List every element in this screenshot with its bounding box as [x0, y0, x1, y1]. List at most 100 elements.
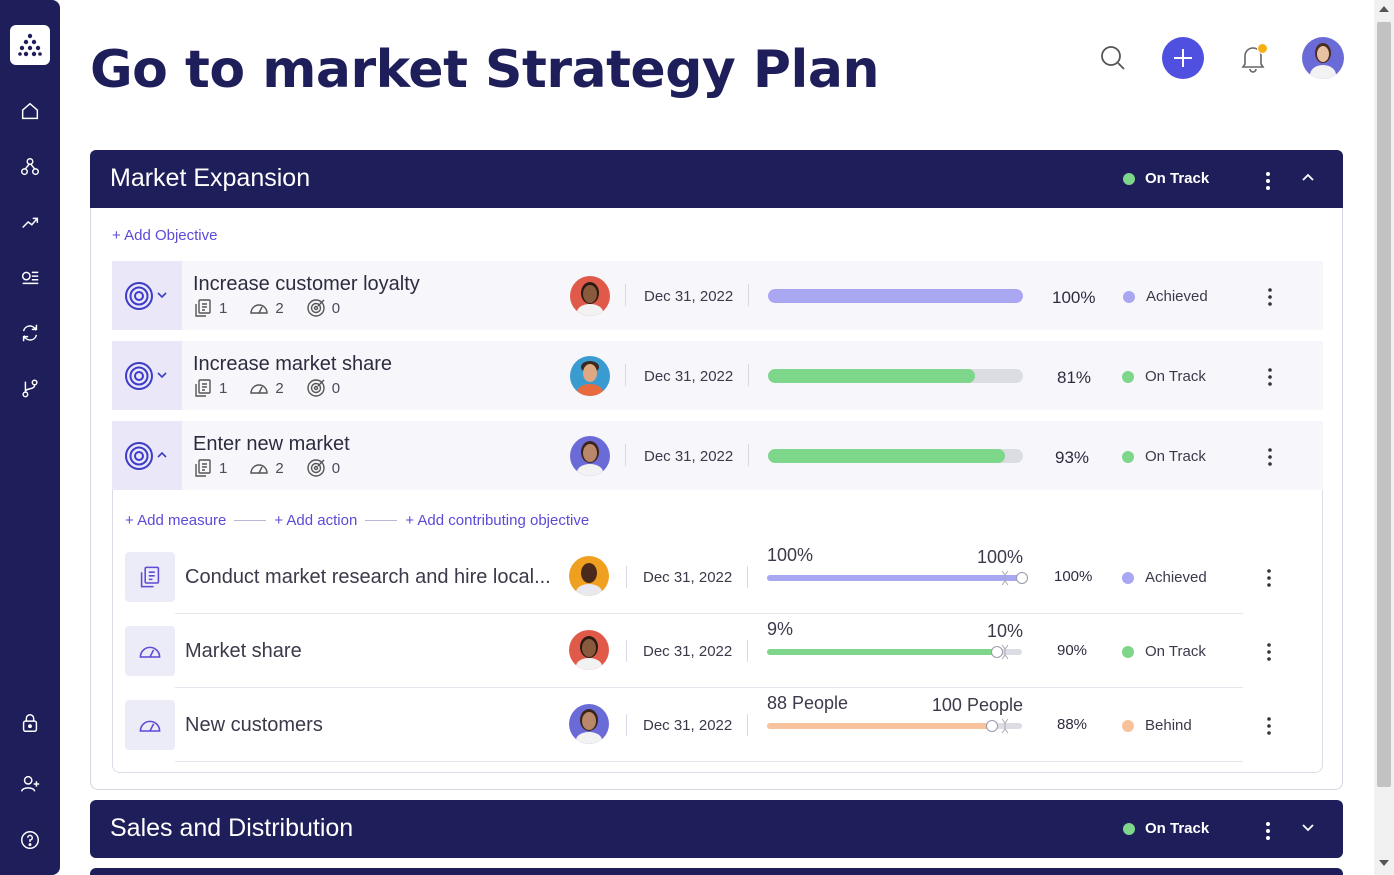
- progress-knob[interactable]: [991, 646, 1003, 658]
- status-label: Behind: [1145, 717, 1192, 734]
- progress-fill: [767, 723, 992, 729]
- target-value: 100 People: [931, 695, 1023, 715]
- target-icon: [125, 281, 167, 310]
- objective-count: 0: [331, 379, 341, 397]
- owner-avatar[interactable]: [570, 276, 610, 316]
- progress-knob[interactable]: [986, 720, 998, 732]
- more-icon[interactable]: [1259, 566, 1279, 590]
- more-icon[interactable]: [1259, 714, 1279, 738]
- objective-row[interactable]: Enter new market 1 2 0 Dec 31, 2022 93% …: [112, 421, 1323, 490]
- measure-progress-bar: [767, 570, 1028, 586]
- measure-count: 2: [275, 379, 284, 397]
- section-header-market-expansion[interactable]: Market Expansion On Track: [90, 150, 1343, 208]
- action-count: 1: [219, 299, 228, 317]
- objective-toggle[interactable]: [112, 421, 182, 490]
- owner-avatar[interactable]: [570, 436, 610, 476]
- measure-progress-bar: [767, 644, 1022, 660]
- section-status: On Track: [1123, 170, 1209, 187]
- measure-progress-bar: [767, 718, 1022, 734]
- objective-toggle[interactable]: [112, 261, 182, 330]
- section-title: Sales and Distribution: [110, 814, 354, 842]
- chevron-up-icon[interactable]: [1298, 167, 1318, 187]
- progress-percent: 93%: [1055, 448, 1090, 467]
- sub-item-row[interactable]: Conduct market research and hire local..…: [113, 540, 1271, 614]
- sub-item-row[interactable]: Market share Dec 31, 2022 9% 10% 90% On …: [113, 614, 1271, 688]
- section-status: On Track: [1123, 820, 1209, 837]
- objective-meta: 1 2 0: [193, 298, 340, 318]
- help-icon[interactable]: [15, 825, 45, 855]
- sub-item-row[interactable]: New customers Dec 31, 2022 88 People 100…: [113, 688, 1271, 762]
- list-check-icon[interactable]: [15, 262, 45, 292]
- status-dot: [1122, 645, 1134, 658]
- status-label: On Track: [1145, 448, 1206, 465]
- more-icon[interactable]: [1260, 445, 1280, 469]
- progress-fill: [768, 369, 975, 383]
- sidebar: [0, 0, 60, 875]
- objective-meta: 1 2 0: [193, 458, 340, 478]
- status-badge: On Track: [1122, 643, 1206, 660]
- logo-icon[interactable]: [10, 25, 50, 65]
- progress-fill: [768, 289, 1023, 303]
- section-status-label: On Track: [1145, 170, 1210, 187]
- bell-icon[interactable]: [1232, 37, 1274, 79]
- objective-meta: 1 2 0: [193, 378, 340, 398]
- add-objective-link[interactable]: + Add Objective: [112, 227, 218, 244]
- progress-fill: [767, 649, 997, 655]
- sync-icon[interactable]: [15, 318, 45, 348]
- owner-avatar[interactable]: [569, 630, 609, 670]
- more-icon[interactable]: [1260, 285, 1280, 309]
- progress-knob[interactable]: [1016, 572, 1028, 584]
- user-avatar[interactable]: [1302, 37, 1344, 79]
- divider: [748, 364, 749, 386]
- add-actions-bar: + Add measure + Add action + Add contrib…: [125, 512, 589, 529]
- divider: [625, 364, 626, 386]
- home-icon[interactable]: [15, 96, 45, 126]
- progress-fill: [767, 575, 1022, 581]
- objective-row[interactable]: Increase market share 1 2 0 Dec 31, 2022…: [112, 341, 1323, 410]
- due-date: Dec 31, 2022: [643, 717, 733, 734]
- status-dot: [1122, 450, 1134, 463]
- divider: [626, 566, 627, 588]
- chevron-down-icon[interactable]: [1298, 817, 1318, 837]
- scroll-up-icon[interactable]: [1379, 6, 1389, 12]
- more-icon[interactable]: [1258, 169, 1278, 193]
- search-icon[interactable]: [1092, 37, 1134, 79]
- target-marker: [1001, 644, 1009, 660]
- scroll-down-icon[interactable]: [1379, 860, 1389, 866]
- add-button[interactable]: [1162, 37, 1204, 79]
- objective-toggle[interactable]: [112, 341, 182, 410]
- measure-percent: 90%: [1057, 642, 1088, 659]
- section-body: + Add Objective Increase customer loyalt…: [90, 208, 1343, 790]
- owner-avatar[interactable]: [569, 556, 609, 596]
- add-contributing-objective-link[interactable]: + Add contributing objective: [405, 512, 590, 529]
- target-small-icon: [306, 459, 325, 477]
- trend-icon[interactable]: [15, 207, 45, 237]
- objective-count: 0: [331, 459, 341, 477]
- scroll-thumb[interactable]: [1377, 22, 1391, 787]
- objective-row[interactable]: Increase customer loyalty 1 2 0 Dec 31, …: [112, 261, 1323, 330]
- add-measure-link[interactable]: + Add measure: [125, 512, 227, 529]
- target-small-icon: [306, 379, 325, 397]
- next-section-edge: [90, 868, 1343, 875]
- owner-avatar[interactable]: [570, 356, 610, 396]
- more-icon[interactable]: [1259, 640, 1279, 664]
- objective-count: 0: [331, 299, 341, 317]
- scrollbar[interactable]: [1374, 0, 1394, 875]
- gauge-icon: [125, 700, 175, 750]
- due-date: Dec 31, 2022: [644, 448, 734, 465]
- more-icon[interactable]: [1260, 365, 1280, 389]
- owner-avatar[interactable]: [569, 704, 609, 744]
- sub-item-title: New customers: [185, 714, 323, 736]
- section-header-sales-and-distribution[interactable]: Sales and Distribution On Track: [90, 800, 1343, 858]
- action-count: 1: [219, 379, 228, 397]
- branch-icon[interactable]: [15, 373, 45, 403]
- add-action-link[interactable]: + Add action: [274, 512, 358, 529]
- add-user-icon[interactable]: [15, 769, 45, 799]
- due-date: Dec 31, 2022: [644, 368, 734, 385]
- action-icon: [195, 299, 211, 317]
- hierarchy-icon[interactable]: [15, 152, 45, 182]
- more-icon[interactable]: [1258, 819, 1278, 843]
- lock-icon[interactable]: [15, 708, 45, 738]
- status-label: On Track: [1145, 368, 1206, 385]
- gauge-icon: [125, 626, 175, 676]
